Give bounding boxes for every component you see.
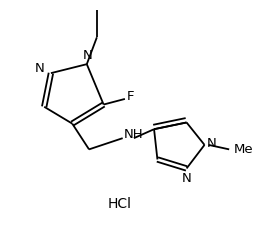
Text: N: N: [182, 172, 191, 185]
Text: F: F: [126, 90, 134, 103]
Text: N: N: [35, 62, 44, 75]
Text: HCl: HCl: [107, 197, 131, 211]
Text: N: N: [83, 49, 93, 62]
Text: NH: NH: [124, 128, 143, 141]
Text: N: N: [206, 137, 216, 150]
Text: Me: Me: [234, 143, 253, 156]
